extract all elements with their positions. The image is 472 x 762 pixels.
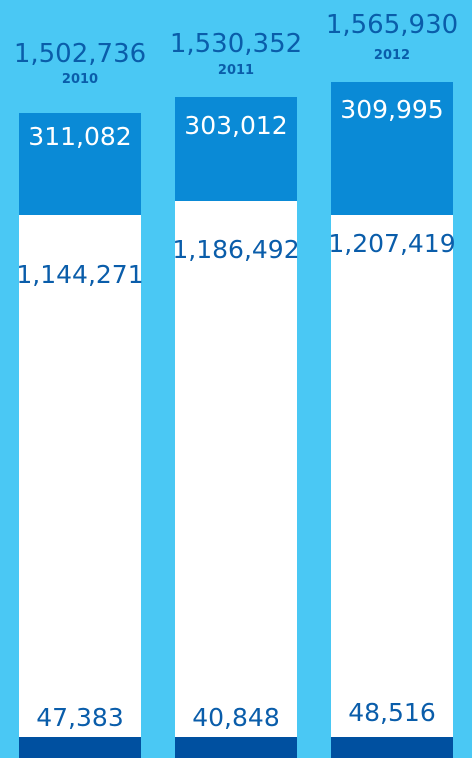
bar-segment-upper-2010: [19, 113, 141, 215]
data-label-upper-2012: 309,995: [340, 95, 443, 124]
data-label-middle-2011: 1,186,492: [172, 235, 299, 264]
bar-segment-upper-2012: [331, 82, 453, 215]
bar-segment-middle-2010: [19, 215, 141, 737]
data-label-middle-2010: 1,144,271: [16, 260, 143, 289]
data-label-lower-2012: 48,516: [348, 698, 435, 727]
bar-segment-lower-2012: [331, 737, 453, 758]
total-label-2011: 1,530,352: [170, 29, 302, 59]
total-label-2012: 1,565,930: [326, 10, 458, 40]
data-label-lower-2010: 47,383: [36, 703, 123, 732]
year-label-2010: 2010: [62, 72, 98, 87]
bar-segment-lower-2010: [19, 737, 141, 758]
bar-segment-middle-2012: [331, 215, 453, 737]
data-label-lower-2011: 40,848: [192, 703, 279, 732]
total-label-2010: 1,502,736: [14, 39, 146, 69]
bar-segment-lower-2011: [175, 737, 297, 758]
data-label-upper-2010: 311,082: [28, 122, 131, 151]
bar-segment-middle-2011: [175, 201, 297, 737]
year-label-2011: 2011: [218, 63, 254, 78]
data-label-middle-2012: 1,207,419: [328, 229, 455, 258]
data-label-upper-2011: 303,012: [184, 111, 287, 140]
bar-segment-upper-2011: [175, 97, 297, 201]
year-label-2012: 2012: [374, 48, 410, 63]
